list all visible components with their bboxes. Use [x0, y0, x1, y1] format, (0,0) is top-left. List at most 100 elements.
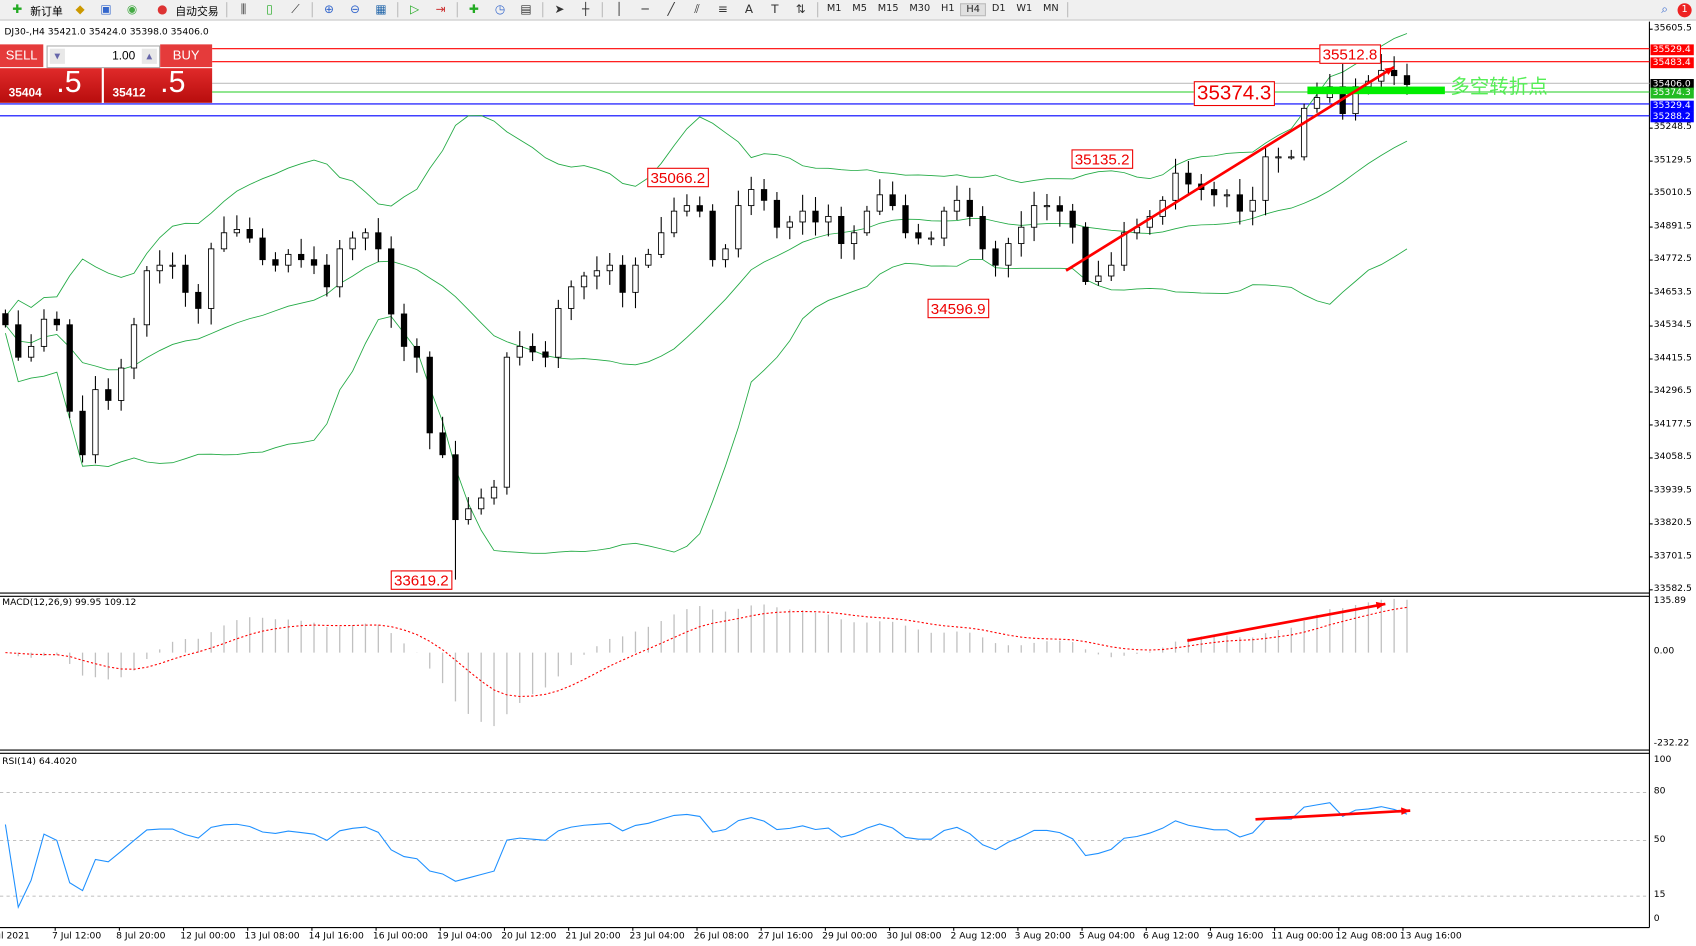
candle-body[interactable]	[966, 199, 973, 217]
candle-body[interactable]	[645, 253, 652, 266]
trendline-icon[interactable]: ╱	[667, 2, 675, 17]
candle-body[interactable]	[27, 345, 35, 358]
lot-decrease-button[interactable]: ▼	[49, 48, 65, 64]
candle-body[interactable]	[1120, 232, 1128, 266]
annotation-turning-level[interactable]: 35374.3	[1193, 81, 1275, 107]
timeframe-m30[interactable]: M30	[909, 3, 931, 15]
candle-body[interactable]	[105, 389, 112, 401]
candle-body[interactable]	[658, 232, 665, 255]
timeframe-h4[interactable]: H4	[959, 3, 987, 17]
candle-body[interactable]	[130, 324, 138, 369]
candle-body[interactable]	[426, 356, 433, 434]
candle-body[interactable]	[1185, 172, 1192, 185]
candle-body[interactable]	[1249, 199, 1256, 212]
candle-body[interactable]	[1082, 226, 1089, 282]
zoom-out-icon[interactable]: ⊖	[350, 2, 360, 17]
candle-body[interactable]	[1056, 205, 1063, 212]
candle-body[interactable]	[169, 264, 176, 267]
candle-body[interactable]	[1210, 189, 1218, 196]
candle-body[interactable]	[40, 318, 48, 347]
fibonacci-icon[interactable]: ≡	[717, 2, 728, 17]
candle-body[interactable]	[413, 345, 421, 358]
candlestick-icon[interactable]: ▯	[266, 2, 273, 17]
candle-body[interactable]	[285, 253, 292, 266]
candle-body[interactable]	[79, 410, 86, 456]
candle-body[interactable]	[1390, 69, 1398, 77]
crosshair-icon[interactable]: ┼	[581, 2, 590, 17]
candle-body[interactable]	[773, 199, 781, 228]
candle-body[interactable]	[400, 313, 408, 347]
candle-body[interactable]	[298, 253, 305, 261]
timeframe-mn[interactable]: MN	[1043, 3, 1059, 15]
candle-body[interactable]	[388, 248, 395, 315]
signals-icon[interactable]: ◉	[126, 2, 138, 17]
candle-body[interactable]	[1288, 156, 1295, 159]
buy-button[interactable]: BUY	[160, 44, 213, 68]
templates-icon[interactable]: ▤	[520, 2, 532, 17]
candle-body[interactable]	[696, 205, 703, 212]
candle-body[interactable]	[182, 264, 189, 293]
candle-body[interactable]	[349, 237, 356, 250]
candle-body[interactable]	[838, 215, 845, 245]
search-icon[interactable]: ⌕	[1661, 2, 1668, 17]
candle-body[interactable]	[683, 205, 691, 212]
zoom-in-icon[interactable]: ⊕	[324, 2, 335, 17]
lot-size-field[interactable]: ▼ 1.00 ▲	[46, 45, 161, 69]
candle-body[interactable]	[375, 232, 382, 250]
candle-body[interactable]	[362, 232, 369, 239]
equidistant-channel-icon[interactable]: ⫽	[694, 2, 700, 17]
candle-body[interactable]	[709, 210, 716, 261]
turning-point-label[interactable]: 多空转折点	[1450, 75, 1548, 99]
lot-increase-button[interactable]: ▲	[141, 48, 157, 64]
candle-body[interactable]	[220, 232, 228, 250]
candle-body[interactable]	[902, 205, 909, 234]
candle-body[interactable]	[1300, 107, 1308, 158]
candle-body[interactable]	[92, 389, 99, 456]
candle-body[interactable]	[439, 432, 446, 456]
sell-price[interactable]: 35404.5	[0, 65, 102, 103]
candle-body[interactable]	[143, 270, 150, 326]
text-icon[interactable]: A	[744, 2, 754, 17]
arrows-icon[interactable]: ⇅	[795, 2, 806, 17]
sell-button[interactable]: SELL	[0, 44, 44, 68]
annotation-low[interactable]: 33619.2	[390, 570, 452, 590]
candle-body[interactable]	[825, 215, 832, 223]
candle-body[interactable]	[555, 307, 562, 358]
candle-body[interactable]	[632, 264, 639, 293]
auto-scroll-icon[interactable]: ▷	[409, 2, 420, 17]
candle-body[interactable]	[117, 367, 125, 401]
candle-body[interactable]	[465, 508, 472, 521]
notification-badge[interactable]: 1	[1677, 2, 1692, 17]
annotation-price[interactable]: 35135.2	[1071, 149, 1133, 169]
bar-chart-icon[interactable]: ⫼	[240, 2, 247, 17]
buy-price[interactable]: 35412.5	[103, 65, 213, 103]
candle-body[interactable]	[233, 229, 241, 234]
timeframe-m1[interactable]: M1	[826, 3, 842, 15]
annotation-price[interactable]: 35066.2	[647, 167, 709, 188]
new-order-button[interactable]: ✚ 新订单	[0, 0, 67, 19]
candle-body[interactable]	[889, 194, 896, 207]
candle-body[interactable]	[786, 221, 793, 228]
candle-body[interactable]	[1043, 205, 1051, 208]
timeframe-d1[interactable]: D1	[991, 3, 1006, 15]
candle-body[interactable]	[323, 264, 331, 288]
timeframe-w1[interactable]: W1	[1016, 3, 1033, 15]
candle-body[interactable]	[1005, 243, 1012, 266]
candle-body[interactable]	[516, 345, 523, 358]
candle-body[interactable]	[1275, 156, 1282, 159]
candle-body[interactable]	[748, 189, 755, 207]
candle-body[interactable]	[876, 194, 883, 212]
candle-body[interactable]	[593, 270, 601, 277]
candle-body[interactable]	[1069, 210, 1076, 228]
candle-body[interactable]	[1236, 194, 1243, 212]
candle-body[interactable]	[272, 259, 279, 266]
candle-body[interactable]	[1095, 275, 1102, 282]
candle-body[interactable]	[529, 345, 536, 353]
candle-body[interactable]	[53, 318, 60, 326]
candle-body[interactable]	[156, 264, 163, 272]
candle-body[interactable]	[490, 486, 498, 499]
candle-body[interactable]	[246, 229, 253, 239]
candle-body[interactable]	[1313, 97, 1321, 109]
candle-body[interactable]	[478, 497, 485, 510]
candle-body[interactable]	[606, 264, 613, 272]
